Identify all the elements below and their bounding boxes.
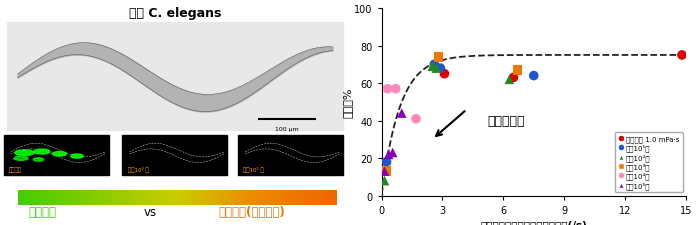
水の10²倍 xyxy=(379,179,390,183)
水の10¹倍 xyxy=(381,160,392,164)
X-axis label: １秒あたりに食べた大腸菌の数(/s): １秒あたりに食べた大腸菌の数(/s) xyxy=(480,220,587,225)
水の10⁵倍 xyxy=(396,112,407,115)
水の10⁵倍 xyxy=(379,170,390,173)
Text: 運動負荷(環境粘性): 運動負荷(環境粘性) xyxy=(218,205,286,218)
Ellipse shape xyxy=(52,152,66,156)
Text: 低寿命化へ: 低寿命化へ xyxy=(487,115,524,128)
水の10⁴倍 xyxy=(382,88,393,91)
水の10²倍 xyxy=(430,67,442,71)
Ellipse shape xyxy=(15,150,34,156)
水の10²倍 xyxy=(504,78,515,82)
Text: 100 μm: 100 μm xyxy=(275,126,299,131)
Bar xyxy=(122,135,228,176)
水の粘度 1.0 mPa·s xyxy=(508,76,519,80)
水の10³倍 xyxy=(433,56,444,59)
水の粘度 1.0 mPa·s xyxy=(439,72,450,76)
Legend: 水の粘度 1.0 mPa·s, 水の10¹倍, 水の10²倍, 水の10³倍, 水の10⁴倍, 水の10⁵倍: 水の粘度 1.0 mPa·s, 水の10¹倍, 水の10²倍, 水の10³倍, … xyxy=(615,132,682,192)
Text: vs: vs xyxy=(144,205,157,218)
Text: 餌摂取量: 餌摂取量 xyxy=(28,205,56,218)
Ellipse shape xyxy=(34,149,50,154)
Ellipse shape xyxy=(14,157,28,161)
Text: 水の10⁵ 倍: 水の10⁵ 倍 xyxy=(244,166,264,172)
水の10³倍 xyxy=(380,170,391,173)
Text: 水の10³ 倍: 水の10³ 倍 xyxy=(127,166,148,172)
水の10¹倍 xyxy=(428,63,440,67)
Ellipse shape xyxy=(71,154,83,158)
Y-axis label: 生存率%: 生存率% xyxy=(343,87,353,117)
水の粘度 1.0 mPa·s xyxy=(676,54,687,58)
Text: 水の粘度: 水の粘度 xyxy=(8,166,22,172)
Text: 線虫 C. elegans: 線虫 C. elegans xyxy=(129,7,221,20)
水の10³倍 xyxy=(512,69,523,72)
Ellipse shape xyxy=(34,158,43,162)
水の10¹倍 xyxy=(528,74,539,78)
水の10⁴倍 xyxy=(390,88,401,91)
Bar xyxy=(238,135,343,176)
水の10⁴倍 xyxy=(410,117,421,121)
Bar xyxy=(7,22,343,130)
水の10²倍 xyxy=(427,65,438,69)
Bar xyxy=(4,135,108,176)
水の10¹倍 xyxy=(435,67,446,71)
水の10⁵倍 xyxy=(387,151,398,155)
水の10⁵倍 xyxy=(383,153,394,156)
